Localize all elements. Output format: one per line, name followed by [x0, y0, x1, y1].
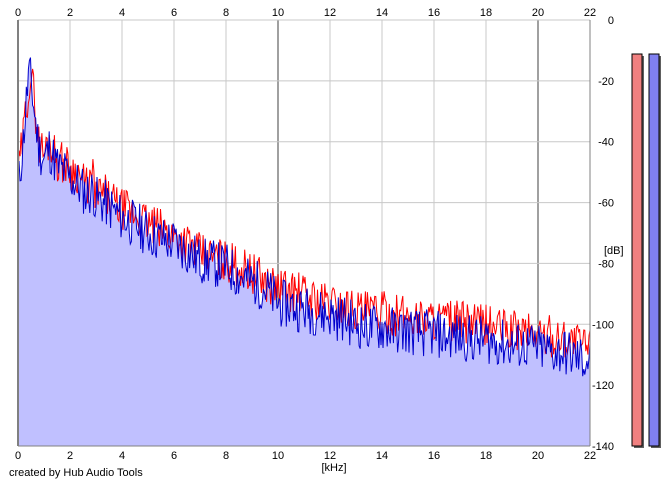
level-meters: [631, 53, 661, 448]
series-line-blue: [17, 57, 591, 377]
x-tick-label-top: 20: [532, 7, 544, 19]
x-tick-label-bottom: 12: [324, 450, 336, 462]
y-tick-label: 0: [608, 15, 614, 27]
x-tick-label-bottom: 18: [480, 450, 492, 462]
x-tick-label-top: 10: [272, 7, 284, 19]
x-tick-label-bottom: 10: [272, 450, 284, 462]
x-tick-label-top: 12: [324, 7, 336, 19]
x-tick-label-bottom: 14: [376, 450, 388, 462]
y-tick-label: -60: [598, 198, 614, 210]
left-level-meter: [631, 53, 643, 447]
x-tick-label-bottom: 20: [532, 450, 544, 462]
x-tick-label-top: 2: [67, 7, 73, 19]
spectrum-fill: [18, 57, 590, 446]
y-tick-label: -120: [592, 380, 614, 392]
credit-text: created by Hub Audio Tools: [9, 467, 143, 479]
x-tick-label-top: 14: [376, 7, 388, 19]
x-tick-label-bottom: 8: [223, 450, 229, 462]
x-tick-label-top: 6: [171, 7, 177, 19]
y-tick-label: -80: [598, 258, 614, 270]
y-axis-label: [dB]: [604, 245, 624, 257]
y-tick-labels: 0 -20 -40 -60 -80 -100 -120 -140: [592, 15, 614, 453]
x-tick-label-bottom: 0: [15, 450, 21, 462]
right-level-meter: [648, 53, 660, 447]
x-tick-label-bottom: 2: [67, 450, 73, 462]
y-tick-label: -100: [592, 319, 614, 331]
spectrum-area: [18, 57, 590, 446]
series-lines: [17, 57, 591, 377]
y-tick-label: -20: [598, 76, 614, 88]
x-tick-label-bottom: 6: [171, 450, 177, 462]
x-tick-label-top: 0: [15, 7, 21, 19]
x-tick-label-top: 4: [119, 7, 125, 19]
x-axis-label: [kHz]: [321, 462, 346, 474]
x-tick-label-top: 16: [428, 7, 440, 19]
series-line-red: [17, 68, 591, 358]
x-tick-label-bottom: 22: [584, 450, 596, 462]
x-tick-label-bottom: 16: [428, 450, 440, 462]
x-tick-label-top: 8: [223, 7, 229, 19]
y-tick-label: -140: [592, 441, 614, 453]
x-tick-label-bottom: 4: [119, 450, 125, 462]
x-tick-label-top: 22: [584, 7, 596, 19]
y-tick-label: -40: [598, 137, 614, 149]
plot-frame: [17, 20, 591, 447]
x-tick-label-top: 18: [480, 7, 492, 19]
